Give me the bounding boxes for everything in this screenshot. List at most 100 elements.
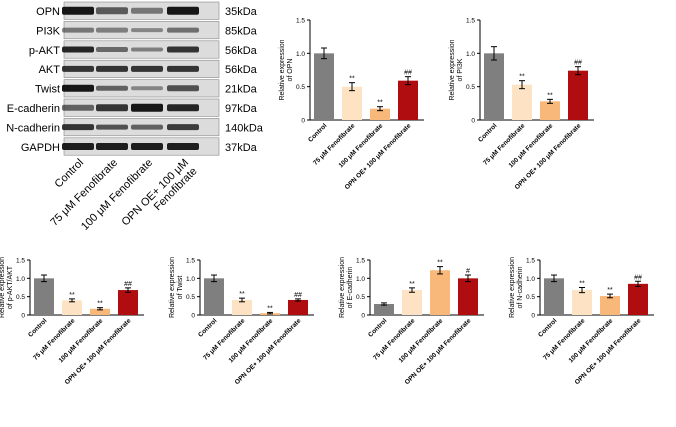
blot-band bbox=[96, 85, 128, 91]
protein-label: OPN bbox=[36, 6, 60, 18]
y-tick-label: 0 bbox=[191, 313, 195, 320]
y-axis-label-line: Relative expression bbox=[339, 257, 346, 318]
y-tick-label: 1.5 bbox=[526, 258, 535, 265]
bar-opn-oe-100-m-fenofibrate bbox=[628, 283, 648, 315]
y-tick-label: 1.5 bbox=[186, 258, 195, 265]
significance-label: ** bbox=[267, 305, 273, 312]
significance-label: ** bbox=[349, 76, 355, 83]
y-tick-label: 1.5 bbox=[356, 258, 365, 265]
category-label: Control bbox=[307, 122, 328, 143]
protein-label: PI3K bbox=[36, 25, 61, 37]
y-axis-label-line: of N-cadherin bbox=[517, 266, 524, 308]
bar-control bbox=[204, 278, 224, 315]
bar-75-m-fenofibrate bbox=[512, 84, 532, 120]
category-label: Control bbox=[197, 317, 218, 338]
y-axis-label: Relative expressionof N-cadherin bbox=[509, 257, 524, 318]
y-tick-label: 0.5 bbox=[356, 294, 365, 301]
protein-label: Twist bbox=[35, 84, 60, 96]
blot-band bbox=[131, 103, 163, 112]
blot-band bbox=[131, 28, 163, 33]
y-tick-label: 0.5 bbox=[186, 294, 195, 301]
blot-band bbox=[62, 124, 94, 131]
bar-75-m-fenofibrate bbox=[62, 300, 82, 315]
kda-label: 56kDa bbox=[225, 45, 258, 57]
y-tick-label: 1.5 bbox=[466, 18, 475, 25]
blot-band bbox=[96, 47, 128, 52]
protein-label: p-AKT bbox=[29, 45, 60, 57]
significance-label: ## bbox=[294, 292, 302, 299]
bar-control bbox=[484, 53, 504, 121]
blot-band bbox=[167, 124, 199, 131]
y-axis-label: Relative expressionof PI3K bbox=[449, 39, 464, 100]
blot-band bbox=[167, 6, 199, 15]
y-tick-label: 0 bbox=[301, 118, 305, 125]
y-tick-label: 0 bbox=[361, 313, 365, 320]
blot-band bbox=[131, 47, 163, 52]
bar-100-m-fenofibrate bbox=[540, 101, 560, 120]
blot-band bbox=[96, 27, 128, 33]
kda-label: 97kDa bbox=[225, 103, 258, 115]
significance-label: ** bbox=[519, 74, 525, 81]
bar-75-m-fenofibrate bbox=[572, 290, 592, 315]
blot-band bbox=[167, 104, 199, 112]
blot-band bbox=[96, 65, 128, 72]
blot-band bbox=[167, 46, 199, 53]
lane-label: OPN OE+ 100 μMFenofibrate bbox=[120, 157, 200, 237]
bar-100-m-fenofibrate bbox=[370, 108, 390, 120]
bar-75-m-fenofibrate bbox=[402, 290, 422, 315]
y-tick-label: 1.0 bbox=[296, 51, 305, 58]
blot-band bbox=[96, 104, 128, 112]
bar-control bbox=[544, 278, 564, 315]
significance-label: ## bbox=[574, 60, 582, 67]
blot-band bbox=[131, 7, 163, 14]
y-axis-label-line: of OPN bbox=[287, 59, 294, 82]
bar-100-m-fenofibrate bbox=[430, 270, 450, 315]
y-tick-label: 0 bbox=[531, 313, 535, 320]
bar-100-m-fenofibrate bbox=[600, 295, 620, 315]
y-tick-label: 1.0 bbox=[466, 51, 475, 58]
significance-label: ## bbox=[124, 281, 132, 288]
significance-label: ** bbox=[409, 281, 415, 288]
blot-band bbox=[131, 86, 163, 91]
protein-label: N-cadherin bbox=[6, 122, 60, 134]
blot-band bbox=[167, 65, 199, 72]
blot-band bbox=[62, 143, 94, 150]
y-axis-label-line: Relative expression bbox=[509, 257, 516, 318]
y-axis-label-line: Relative expression bbox=[449, 39, 456, 100]
category-label: Control bbox=[537, 317, 558, 338]
protein-label: AKT bbox=[39, 64, 61, 76]
y-axis-label-line: Relative expression bbox=[0, 257, 6, 318]
y-tick-label: 0 bbox=[21, 313, 25, 320]
y-axis-label-line: of Twist bbox=[177, 276, 184, 300]
y-axis-label-line: Relative expression bbox=[279, 39, 286, 100]
bar-opn-oe-100-m-fenofibrate bbox=[568, 70, 588, 120]
bar-75-m-fenofibrate bbox=[342, 86, 362, 120]
significance-label: ** bbox=[69, 292, 75, 299]
significance-label: ** bbox=[377, 100, 383, 107]
blot-band bbox=[131, 65, 163, 72]
blot-band bbox=[96, 124, 128, 130]
significance-label: ** bbox=[97, 301, 103, 308]
y-tick-label: 0 bbox=[471, 118, 475, 125]
bar-opn-oe-100-m-fenofibrate bbox=[288, 299, 308, 315]
protein-label: GAPDH bbox=[21, 142, 60, 154]
y-axis-label: Relative expressionof Twist bbox=[169, 257, 184, 318]
kda-label: 85kDa bbox=[225, 25, 258, 37]
blot-band bbox=[167, 143, 199, 150]
blot-band bbox=[62, 104, 94, 111]
y-tick-label: 1.0 bbox=[16, 276, 25, 283]
blot-band bbox=[62, 6, 94, 15]
y-axis-label-line: of PI3K bbox=[457, 58, 464, 81]
chart-pi3k: 0 0.5 1.0 1.5 Relative expressionof PI3K Cont… bbox=[449, 18, 594, 191]
y-tick-label: 0.5 bbox=[526, 294, 535, 301]
y-tick-label: 0.5 bbox=[466, 84, 475, 91]
bar-opn-oe-100-m-fenofibrate bbox=[458, 278, 478, 315]
blot-band bbox=[96, 143, 128, 150]
significance-label: ## bbox=[634, 274, 642, 281]
y-tick-label: 0.5 bbox=[16, 294, 25, 301]
category-label: Control bbox=[477, 122, 498, 143]
kda-label: 21kDa bbox=[225, 84, 258, 96]
lane-label: Control bbox=[53, 157, 87, 191]
